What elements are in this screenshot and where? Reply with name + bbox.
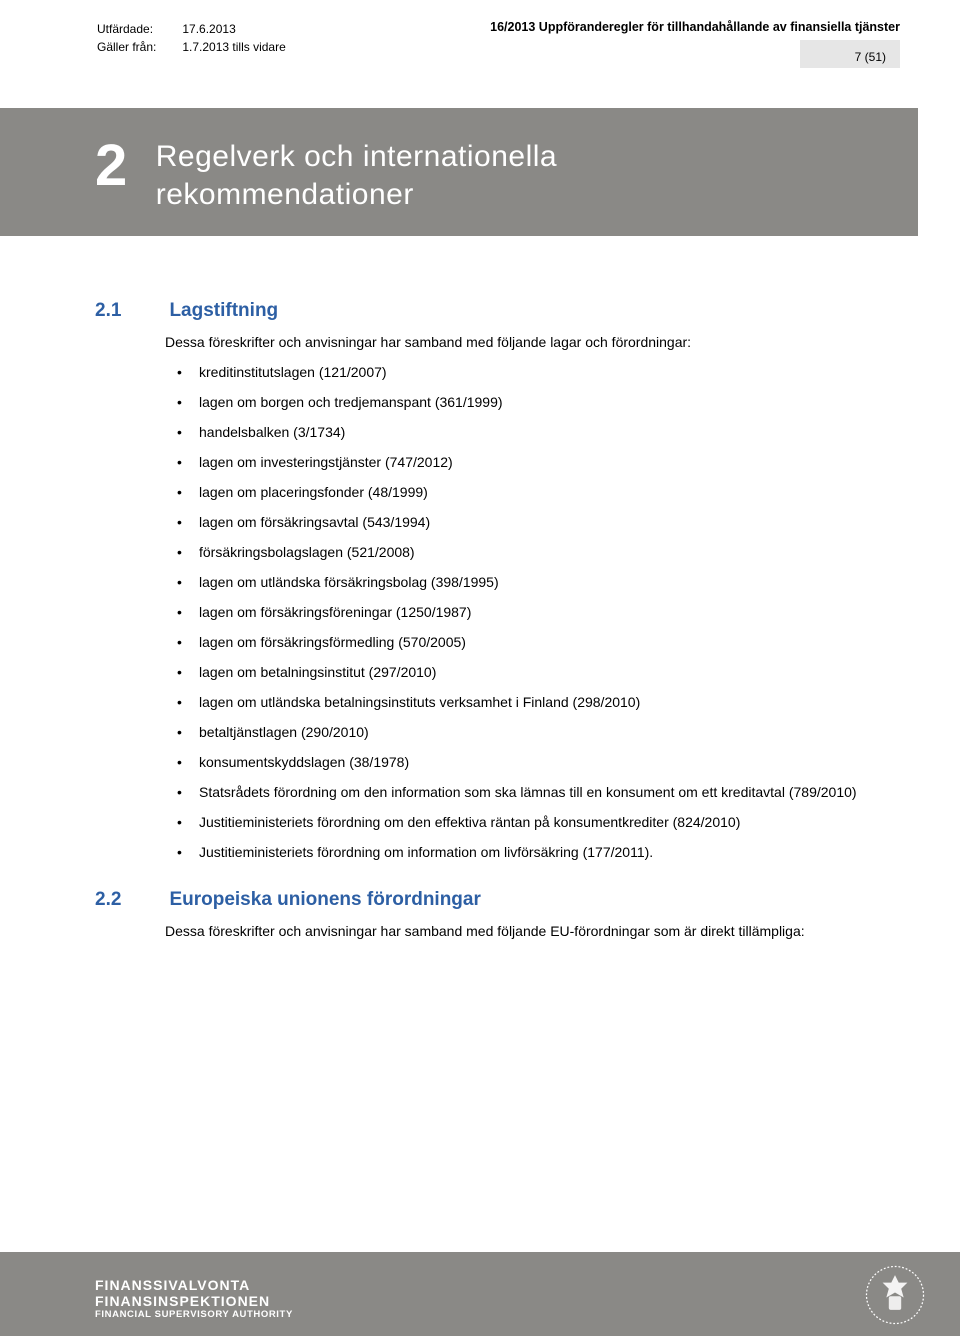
law-list-item: Justitieministeriets förordning om infor… — [165, 842, 900, 863]
issued-label: Utfärdade: — [97, 22, 180, 38]
footer-line2: FINANSINSPEKTIONEN — [95, 1293, 293, 1309]
page-number: 7 (51) — [800, 40, 900, 68]
valid-from-date: 1.7.2013 tills vidare — [182, 40, 309, 56]
law-list-item: lagen om betalningsinstitut (297/2010) — [165, 662, 900, 683]
header-right: 16/2013 Uppföranderegler för tillhandahå… — [490, 20, 900, 68]
footer-line1: FINANSSIVALVONTA — [95, 1277, 293, 1293]
law-list-item: lagen om utländska försäkringsbolag (398… — [165, 572, 900, 593]
page: Utfärdade: 17.6.2013 Gäller från: 1.7.20… — [0, 0, 960, 1336]
law-list-item: lagen om försäkringsförmedling (570/2005… — [165, 632, 900, 653]
law-list-item: lagen om försäkringsföreningar (1250/198… — [165, 602, 900, 623]
law-list: kreditinstitutslagen (121/2007) lagen om … — [165, 362, 900, 863]
chapter-title: Regelverk och internationella rekommenda… — [156, 138, 557, 213]
law-list-item: Justitieministeriets förordning om den e… — [165, 812, 900, 833]
crest-icon — [864, 1264, 926, 1326]
section-heading: 2.1 Lagstiftning — [95, 300, 900, 322]
chapter-title-line1: Regelverk och internationella — [156, 140, 557, 173]
issued-date: 17.6.2013 — [182, 22, 309, 38]
law-list-item: handelsbalken (3/1734) — [165, 422, 900, 443]
law-list-item: konsumentskyddslagen (38/1978) — [165, 752, 900, 773]
law-list-item: betaltjänstlagen (290/2010) — [165, 722, 900, 743]
doc-title: 16/2013 Uppföranderegler för tillhandahå… — [490, 20, 900, 34]
valid-from-label: Gäller från: — [97, 40, 180, 56]
page-footer: FINANSSIVALVONTA FINANSINSPEKTIONEN FINA… — [0, 1252, 960, 1336]
section-intro: Dessa föreskrifter och anvisningar har s… — [165, 921, 900, 941]
page-header: Utfärdade: 17.6.2013 Gäller från: 1.7.20… — [95, 20, 900, 70]
section-title: Lagstiftning — [169, 300, 278, 322]
header-left: Utfärdade: 17.6.2013 Gäller från: 1.7.20… — [95, 20, 312, 58]
law-list-item: lagen om försäkringsavtal (543/1994) — [165, 512, 900, 533]
law-list-item: lagen om borgen och tredjemanspant (361/… — [165, 392, 900, 413]
section-number: 2.1 — [95, 300, 165, 322]
section-intro: Dessa föreskrifter och anvisningar har s… — [165, 332, 900, 352]
law-list-item: kreditinstitutslagen (121/2007) — [165, 362, 900, 383]
content: 2.1 Lagstiftning Dessa föreskrifter och … — [95, 300, 900, 952]
law-list-item: lagen om investeringstjänster (747/2012) — [165, 452, 900, 473]
section-title: Europeiska unionens förordningar — [169, 889, 480, 911]
chapter-title-line2: rekommendationer — [156, 178, 414, 211]
law-list-item: lagen om utländska betalningsinstituts v… — [165, 692, 900, 713]
law-list-item: Statsrådets förordning om den informatio… — [165, 782, 900, 803]
footer-org: FINANSSIVALVONTA FINANSINSPEKTIONEN FINA… — [95, 1277, 293, 1320]
chapter-banner: 2 Regelverk och internationella rekommen… — [0, 108, 918, 236]
section-heading: 2.2 Europeiska unionens förordningar — [95, 889, 900, 911]
law-list-item: försäkringsbolagslagen (521/2008) — [165, 542, 900, 563]
law-list-item: lagen om placeringsfonder (48/1999) — [165, 482, 900, 503]
section-number: 2.2 — [95, 889, 165, 911]
chapter-number: 2 — [95, 132, 127, 199]
footer-line3: FINANCIAL SUPERVISORY AUTHORITY — [95, 1309, 293, 1320]
